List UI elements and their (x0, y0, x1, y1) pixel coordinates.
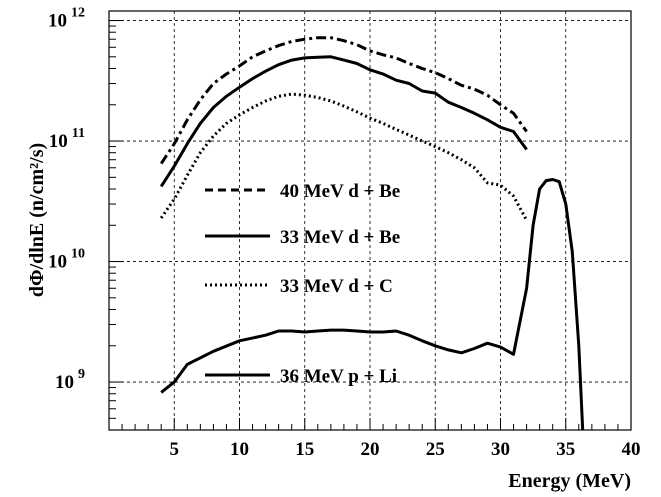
x-tick-label: 35 (556, 439, 575, 460)
y-tick-label-base: 10 (55, 372, 74, 393)
legend: 40 MeV d + Be 33 MeV d + Be 33 MeV d + C 36… (205, 181, 400, 387)
x-tick-label: 20 (361, 439, 380, 460)
y-tick-label-base: 10 (48, 252, 67, 273)
grid (109, 11, 631, 430)
y-tick-labels: 10 9 10 10 10 11 10 12 (48, 6, 85, 394)
x-axis-title: Energy (MeV) (508, 470, 631, 492)
y-tick-label-exponent: 12 (71, 6, 85, 21)
x-tick-label: 40 (622, 439, 641, 460)
legend-label: 33 MeV d + C (280, 276, 393, 297)
x-tick-label: 15 (295, 439, 314, 460)
y-axis-title: dΦ/dlnE (n/cm²/s) (26, 143, 48, 297)
y-tick-label-exponent: 11 (72, 126, 85, 141)
series-line (159, 36, 528, 165)
legend-label: 33 MeV d + Be (280, 227, 400, 248)
y-tick-label-base: 10 (48, 11, 67, 32)
x-tick-label: 25 (426, 439, 445, 460)
axis-ticks (109, 20, 619, 430)
x-tick-label: 30 (491, 439, 510, 460)
series-line (159, 55, 528, 188)
series-lines (159, 36, 585, 431)
series-line (160, 178, 585, 431)
y-tick-label-exponent: 9 (78, 367, 85, 382)
legend-label: 36 MeV p + Li (280, 366, 397, 387)
legend-label: 40 MeV d + Be (280, 181, 400, 202)
x-tick-labels: 5 10 15 20 25 30 35 40 (170, 439, 641, 460)
y-tick-label: 10 11 (49, 126, 85, 152)
y-tick-label-exponent: 10 (71, 247, 85, 262)
x-tick-label: 10 (230, 439, 249, 460)
series-line (159, 92, 528, 222)
y-tick-label: 10 12 (48, 6, 85, 32)
y-tick-label: 10 10 (48, 247, 85, 273)
y-tick-label-base: 10 (49, 131, 68, 152)
y-tick-label: 10 9 (55, 367, 85, 393)
x-tick-label: 5 (170, 439, 180, 460)
